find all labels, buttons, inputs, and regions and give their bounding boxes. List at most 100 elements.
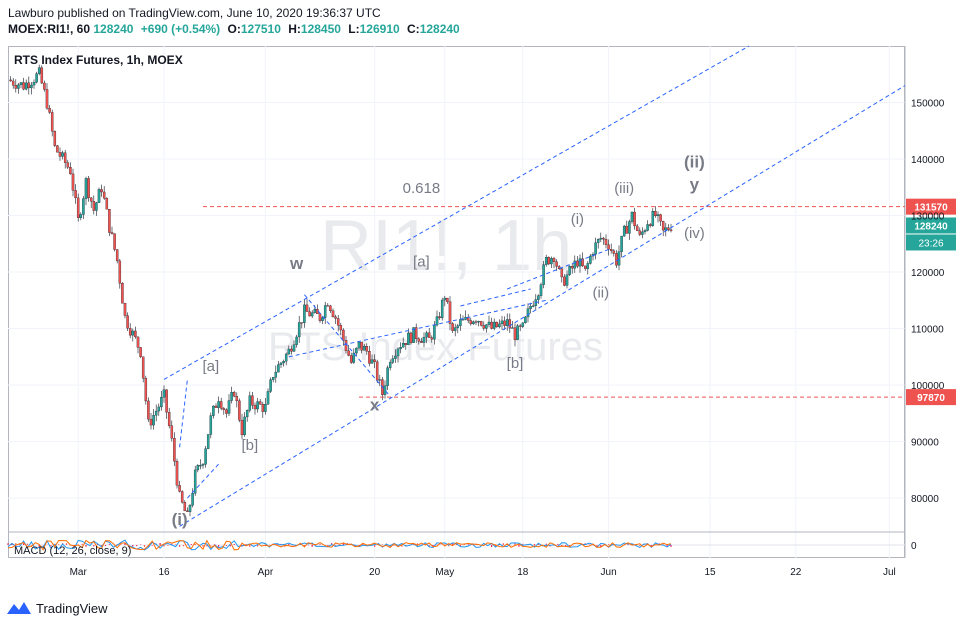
- high-value: 128450: [300, 22, 341, 36]
- wave-label[interactable]: (iii): [614, 180, 634, 197]
- wave-label[interactable]: (iv): [684, 225, 705, 242]
- candle-body: [625, 225, 629, 234]
- candle-body: [79, 214, 83, 218]
- candle-body: [394, 355, 397, 359]
- candle-body: [82, 198, 85, 215]
- candle-body: [74, 190, 77, 199]
- y-tick-label: 120000: [911, 268, 945, 279]
- trend-line[interactable]: [460, 288, 531, 307]
- watermark-symbol: RI1!, 1h: [320, 206, 572, 286]
- candle-body: [557, 266, 561, 270]
- candle-body: [63, 152, 67, 163]
- candle-body: [128, 328, 132, 336]
- candle-body: [243, 416, 246, 436]
- candle-body: [505, 319, 509, 326]
- candle-body: [334, 316, 337, 319]
- candle-body: [430, 337, 434, 340]
- candle-body: [245, 410, 249, 418]
- candle-body: [37, 67, 41, 74]
- candle-body: [378, 379, 382, 381]
- wave-label[interactable]: (i): [172, 510, 188, 529]
- wave-label[interactable]: w: [289, 254, 304, 273]
- candle-body: [165, 389, 168, 413]
- candle-body: [271, 377, 275, 380]
- candle-body: [414, 327, 418, 340]
- trend-line[interactable]: [304, 294, 391, 397]
- candle-body: [261, 404, 265, 412]
- candle-body: [609, 249, 613, 251]
- candle-body: [58, 152, 62, 157]
- wave-label[interactable]: (ii): [592, 284, 609, 301]
- candle-body: [339, 325, 343, 331]
- candle-body: [617, 251, 621, 266]
- trend-line[interactable]: [179, 379, 188, 448]
- candle-body: [347, 350, 350, 356]
- candle-body: [71, 173, 75, 191]
- candle-body: [531, 305, 535, 307]
- tradingview-logo-icon: [7, 602, 31, 614]
- candle-body: [66, 162, 70, 168]
- wave-label[interactable]: [a]: [202, 358, 219, 375]
- candle-body: [110, 232, 114, 234]
- candle-body: [287, 348, 291, 355]
- publish-info: Lawburo published on TradingView.com, Ju…: [8, 6, 381, 20]
- candle-body: [230, 392, 233, 401]
- candle-body: [589, 255, 592, 264]
- candle-body: [412, 327, 415, 343]
- wave-label[interactable]: [a]: [413, 253, 430, 270]
- low-value: 126910: [359, 22, 400, 36]
- macd-label: MACD (12, 26, close, 9): [14, 545, 131, 557]
- level-price-label: 131570: [914, 203, 948, 214]
- wave-label[interactable]: 0.618: [403, 180, 441, 197]
- candle-body: [654, 211, 657, 217]
- candle-body: [368, 351, 371, 364]
- trend-line[interactable]: [288, 299, 547, 358]
- last-price-label: 128240: [914, 221, 948, 232]
- x-tick-label: Apr: [258, 567, 274, 578]
- y-tick-label: 110000: [911, 325, 944, 336]
- candle-body: [524, 316, 527, 324]
- wave-label[interactable]: y: [690, 175, 700, 194]
- y-tick-label: 100000: [911, 381, 945, 392]
- wave-label[interactable]: [b]: [241, 437, 258, 454]
- wave-label[interactable]: (ii): [684, 153, 705, 172]
- candle-body: [214, 405, 218, 408]
- candle-body: [360, 341, 363, 351]
- y-tick-label: 130000: [911, 212, 945, 223]
- candle-body: [102, 191, 106, 199]
- wave-label[interactable]: x: [370, 396, 380, 415]
- candle-body: [188, 505, 192, 512]
- candle-body: [157, 406, 161, 412]
- candle-body: [399, 347, 402, 350]
- wave-label[interactable]: [b]: [507, 355, 524, 372]
- candle-body: [349, 355, 353, 363]
- x-tick-label: Mar: [70, 567, 88, 578]
- candle-body: [661, 221, 665, 231]
- candle-body: [17, 84, 20, 89]
- candle-body: [297, 322, 301, 338]
- countdown-tag: [906, 234, 956, 251]
- candle-body: [370, 359, 374, 364]
- candle-body: [664, 227, 668, 231]
- candle-body: [162, 389, 166, 398]
- candle-body: [61, 152, 64, 157]
- footer-brand[interactable]: TradingView: [6, 600, 108, 616]
- candle-body: [24, 82, 28, 90]
- trend-line[interactable]: [187, 463, 219, 499]
- open-label: O:: [227, 22, 241, 36]
- candle-body: [594, 242, 597, 255]
- candle-body: [479, 321, 483, 326]
- candle-body: [222, 408, 226, 410]
- candle-body: [516, 325, 519, 340]
- candle-body: [87, 178, 90, 198]
- wave-label[interactable]: (i): [571, 211, 584, 228]
- candle-body: [206, 434, 210, 449]
- candle-body: [388, 362, 392, 368]
- candle-body: [76, 197, 80, 218]
- trend-line[interactable]: [163, 45, 750, 380]
- x-tick-label: 22: [790, 567, 802, 578]
- candle-body: [149, 418, 153, 426]
- trend-line[interactable]: [179, 85, 906, 527]
- candle-body: [152, 415, 155, 426]
